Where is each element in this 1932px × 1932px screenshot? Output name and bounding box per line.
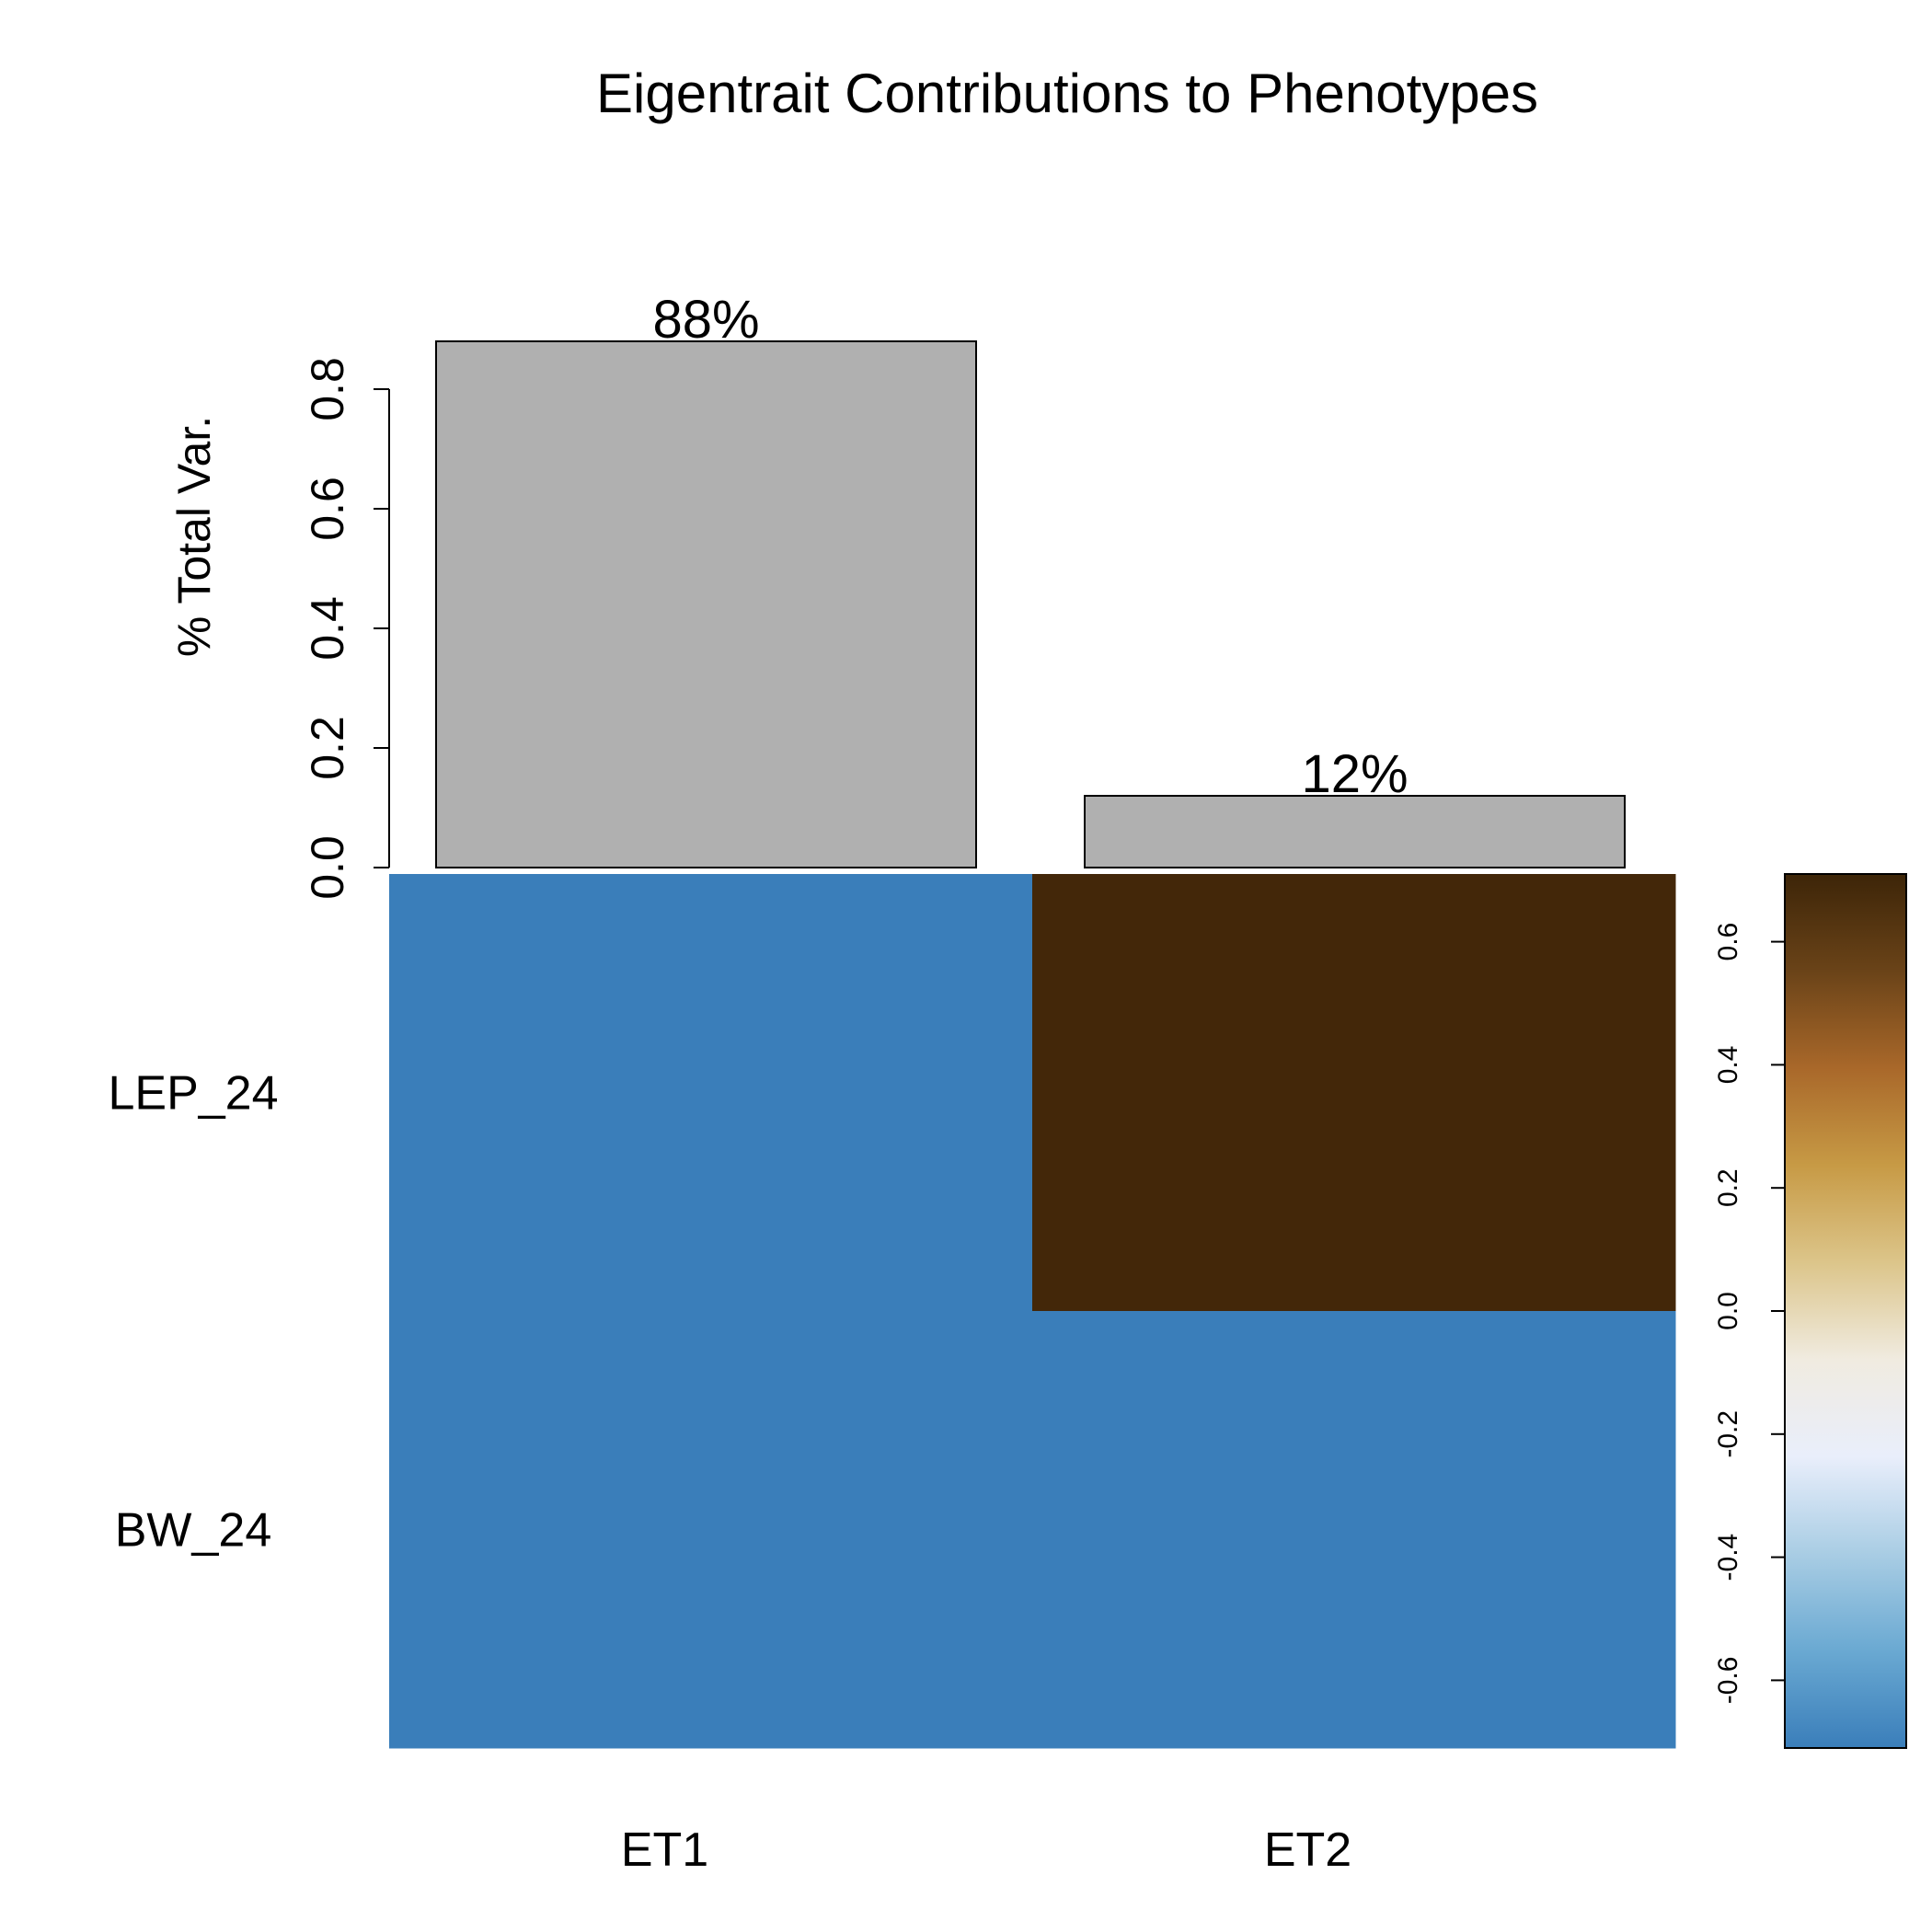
colorbar-tick-label: -0.4 xyxy=(1713,1534,1743,1581)
bar-y-tick-label: 0.6 xyxy=(302,477,353,541)
heatmap-col-label: ET2 xyxy=(1264,1823,1351,1877)
heatmap-row-label: BW_24 xyxy=(115,1504,272,1558)
bar-y-tick-label: 0.8 xyxy=(302,357,353,421)
colorbar-tick-label: 0.4 xyxy=(1713,1046,1743,1085)
bar-y-tick-label: 0.4 xyxy=(302,596,353,661)
heatmap-cell-bw_24-et1 xyxy=(389,1311,1033,1749)
colorbar-tick-label: -0.2 xyxy=(1713,1410,1743,1458)
colorbar-gradient xyxy=(1784,873,1907,1749)
bar-value-label: 88% xyxy=(652,290,759,350)
bar-y-axis-label: % Total Var. xyxy=(168,416,220,657)
colorbar-tick-label: 0.2 xyxy=(1713,1168,1743,1207)
chart-title: Eigentrait Contributions to Phenotypes xyxy=(596,63,1538,124)
heatmap-col-label: ET1 xyxy=(621,1823,708,1877)
heatmap-panel: LEP_24 BW_24 ET1 ET2 xyxy=(108,874,1676,1877)
heatmap-col-labels: ET1 ET2 xyxy=(621,1823,1351,1877)
colorbar-ticks: -0.6 -0.4 -0.2 0.0 0.2 0.4 0.6 xyxy=(1713,923,1785,1705)
bar-marks: 88% 12% xyxy=(435,290,1626,868)
heatmap-cell-lep_24-et1 xyxy=(389,874,1033,1312)
bar-panel: 0.0 0.2 0.4 0.6 0.8 % Total Var. 88% 12% xyxy=(168,290,1626,900)
colorbar-tick-label: -0.6 xyxy=(1713,1657,1743,1705)
bar-et1 xyxy=(435,340,977,868)
heatmap-row-label: LEP_24 xyxy=(108,1067,278,1121)
bar-et2 xyxy=(1084,795,1626,868)
bar-value-label: 12% xyxy=(1301,744,1408,804)
heatmap-cells xyxy=(389,874,1676,1749)
colorbar-tick-label: 0.6 xyxy=(1713,923,1743,961)
colorbar-tick-label: 0.0 xyxy=(1713,1292,1743,1330)
colorbar: -0.6 -0.4 -0.2 0.0 0.2 0.4 0.6 xyxy=(1713,873,1907,1749)
heatmap-cell-lep_24-et2 xyxy=(1032,874,1676,1312)
heatmap-row-labels: LEP_24 BW_24 xyxy=(108,1067,278,1558)
bar-y-tick-label: 0.0 xyxy=(302,835,353,900)
bar-y-ticks: 0.0 0.2 0.4 0.6 0.8 xyxy=(302,357,389,900)
heatmap-cell-bw_24-et2 xyxy=(1032,1311,1676,1749)
bar-y-tick-label: 0.2 xyxy=(302,716,353,780)
